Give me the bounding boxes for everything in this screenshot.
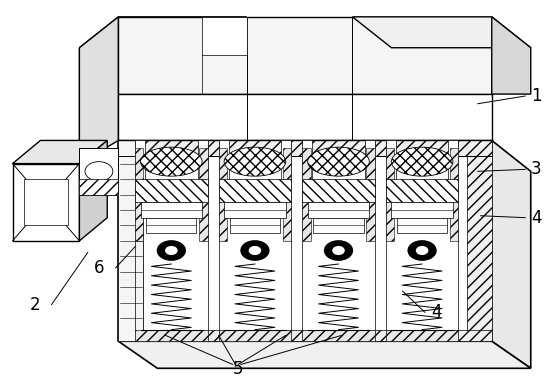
Polygon shape <box>449 140 458 187</box>
Circle shape <box>241 241 269 260</box>
Circle shape <box>166 247 177 254</box>
Polygon shape <box>224 202 286 218</box>
Bar <box>219 148 227 241</box>
Bar <box>135 179 208 202</box>
Text: 5: 5 <box>233 360 244 378</box>
Polygon shape <box>80 17 246 48</box>
Bar <box>386 330 458 341</box>
Polygon shape <box>118 140 492 341</box>
Bar <box>283 148 291 241</box>
Polygon shape <box>302 140 312 187</box>
Polygon shape <box>281 140 291 187</box>
Bar <box>135 148 143 241</box>
Ellipse shape <box>391 147 453 176</box>
Bar <box>450 148 458 241</box>
Polygon shape <box>219 140 228 187</box>
Polygon shape <box>352 17 531 48</box>
Ellipse shape <box>141 147 202 176</box>
Polygon shape <box>146 218 197 233</box>
Bar <box>80 179 118 194</box>
Polygon shape <box>80 148 118 194</box>
Polygon shape <box>135 140 145 187</box>
Polygon shape <box>141 202 202 218</box>
Bar <box>386 148 394 241</box>
Circle shape <box>408 241 436 260</box>
Bar <box>302 330 375 341</box>
Text: 4: 4 <box>431 303 441 321</box>
Polygon shape <box>397 218 447 233</box>
Polygon shape <box>118 94 492 140</box>
Polygon shape <box>12 164 80 241</box>
Bar <box>386 179 458 202</box>
Bar <box>466 140 492 341</box>
Bar <box>219 330 291 341</box>
Polygon shape <box>314 218 363 233</box>
Ellipse shape <box>308 147 369 176</box>
Polygon shape <box>118 140 143 341</box>
Text: 2: 2 <box>30 296 40 314</box>
Text: 1: 1 <box>531 87 542 105</box>
Bar <box>366 148 375 241</box>
Polygon shape <box>24 179 68 225</box>
Polygon shape <box>12 140 108 164</box>
Text: 4: 4 <box>531 209 542 227</box>
Circle shape <box>333 247 344 254</box>
Polygon shape <box>230 218 280 233</box>
Polygon shape <box>198 140 208 187</box>
Polygon shape <box>80 48 208 140</box>
Bar <box>118 140 492 156</box>
Polygon shape <box>365 140 375 187</box>
Polygon shape <box>308 202 369 218</box>
Polygon shape <box>118 341 531 368</box>
Bar <box>135 330 208 341</box>
Ellipse shape <box>224 147 286 176</box>
Polygon shape <box>492 140 531 368</box>
Text: 3: 3 <box>531 160 542 179</box>
Ellipse shape <box>85 162 113 181</box>
Bar <box>118 140 143 341</box>
Bar <box>302 148 311 241</box>
Bar <box>118 330 492 341</box>
Circle shape <box>325 241 352 260</box>
Circle shape <box>157 241 185 260</box>
Bar <box>199 148 208 241</box>
Text: 6: 6 <box>94 259 104 277</box>
Circle shape <box>417 247 428 254</box>
Polygon shape <box>391 202 452 218</box>
Polygon shape <box>386 140 396 187</box>
Circle shape <box>249 247 260 254</box>
Polygon shape <box>169 17 246 56</box>
Polygon shape <box>80 140 108 241</box>
Polygon shape <box>492 17 531 94</box>
Bar <box>219 179 291 202</box>
Polygon shape <box>118 17 492 94</box>
Polygon shape <box>80 17 118 164</box>
Bar <box>302 179 375 202</box>
